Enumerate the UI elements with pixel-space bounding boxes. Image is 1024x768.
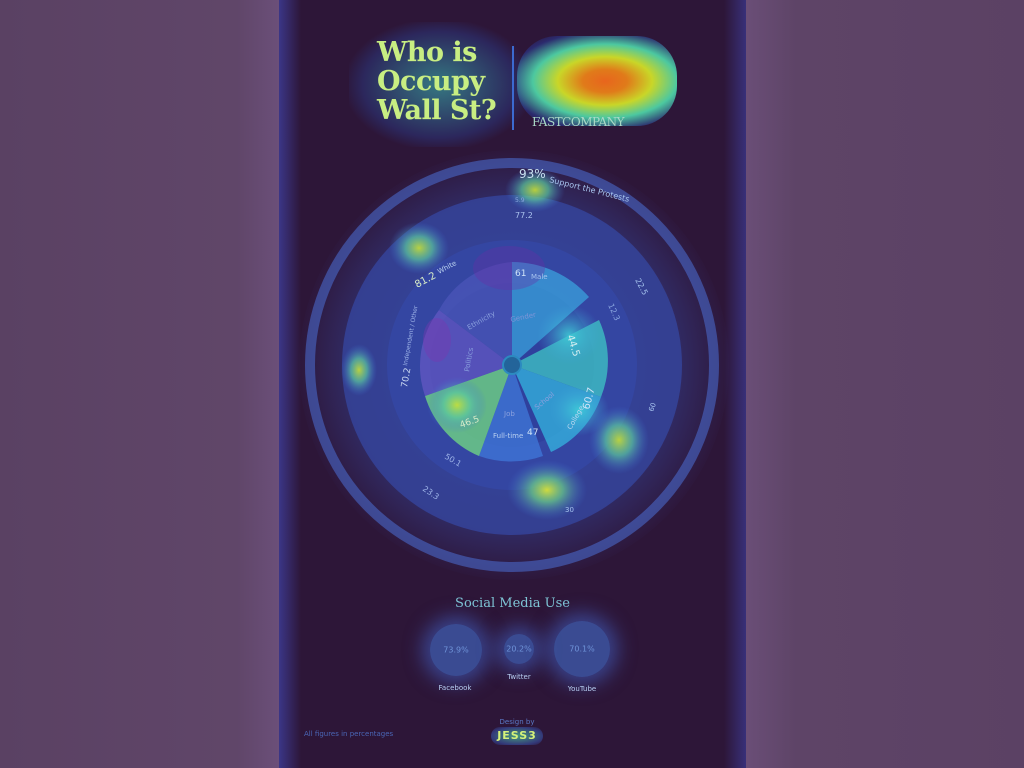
facebook-value: 73.9%: [443, 645, 469, 655]
wedge-ethnicity: [439, 262, 512, 365]
fulltime-value: 47: [527, 428, 538, 438]
heat-spot-left: [341, 344, 377, 396]
heat-spot-white: [389, 222, 449, 274]
dark-patch-top: [473, 246, 545, 290]
fulltime-label: Full-time: [493, 432, 523, 440]
small-value-2: 77.2: [515, 211, 533, 220]
title-line-3: Wall St?: [377, 95, 497, 126]
heat-spot-gender: [537, 305, 601, 365]
heat-spot-bottom: [507, 460, 587, 520]
job-center-label: Job: [503, 410, 515, 418]
independent-value: 70.2: [400, 367, 413, 388]
twitter-label: Twitter: [507, 673, 531, 681]
viewer-right-edge: [724, 0, 746, 768]
viewer-left-edge: [279, 0, 301, 768]
heat-spot-politics: [427, 377, 487, 433]
male-label: Male: [531, 273, 548, 281]
twitter-bubble: 20.2%: [504, 634, 534, 664]
left-backdrop: [0, 0, 279, 768]
support-percent: 93%: [519, 167, 546, 181]
title-line-2: Occupy: [377, 66, 485, 97]
designer-logo[interactable]: JESS3: [491, 727, 543, 745]
title-line-1: Who is: [377, 37, 477, 68]
wedge-job: [479, 365, 543, 462]
outer-ring: [305, 158, 719, 572]
infographic-title: Who is Occupy Wall St?: [377, 38, 507, 125]
twitter-value: 20.2%: [506, 644, 532, 654]
facebook-bubble: 73.9%: [430, 624, 482, 676]
title-divider: [512, 46, 514, 130]
description-heat-glow: [517, 36, 677, 126]
wheel-hub: [502, 355, 522, 375]
male-value: 61: [515, 269, 526, 279]
designer-logo-text: JESS3: [497, 729, 537, 742]
heat-spot-college: [549, 384, 609, 436]
title-heat-glow: [349, 22, 529, 147]
youtube-bubble: 70.1%: [554, 621, 610, 677]
right-backdrop: [746, 0, 1024, 768]
heat-spot-support: [505, 168, 565, 212]
small-value-1: 5.9: [515, 197, 525, 204]
demographic-wheel: 93% Support the Protests 5.9 77.2 61 Mal…: [305, 158, 719, 572]
design-by-label: Design by: [499, 718, 535, 726]
youtube-value: 70.1%: [569, 644, 595, 654]
social-media-title: Social Media Use: [455, 596, 570, 611]
value-60: 60: [647, 402, 658, 413]
dark-patch-left: [423, 318, 451, 362]
value-30: 30: [565, 506, 574, 514]
footnote-percentages: All figures in percentages: [304, 730, 394, 738]
facebook-label: Facebook: [438, 684, 472, 692]
brand-logo: FASTCOMPANY: [532, 115, 625, 129]
wedge-independent: [419, 310, 512, 396]
youtube-label: YouTube: [567, 685, 597, 693]
infographic-viewer[interactable]: Who is Occupy Wall St? FASTCOMPANY: [279, 0, 746, 768]
